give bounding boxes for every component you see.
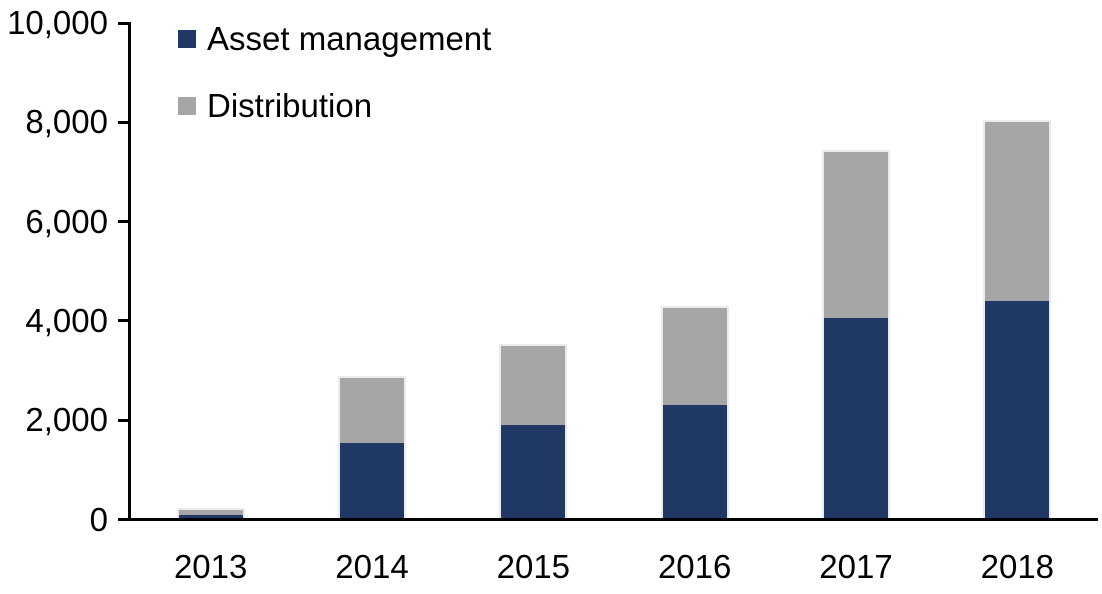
y-tick-label: 8,000	[25, 103, 108, 141]
bar-segment-2014-distribution	[340, 378, 404, 443]
x-tick-label-2018: 2018	[980, 548, 1055, 585]
bar-segment-2017-asset-management	[824, 318, 888, 520]
x-tick-label-2016: 2016	[657, 548, 732, 585]
x-tick-label-2015: 2015	[496, 548, 571, 585]
bar-segment-2016-distribution	[662, 308, 727, 406]
bar-segment-2013-asset-management	[178, 514, 243, 520]
y-tick-mark	[118, 319, 130, 323]
y-tick-mark	[118, 518, 130, 521]
y-axis-line	[128, 21, 131, 521]
legend-label-asset-management: Asset management	[207, 20, 492, 57]
bar-segment-2013-distribution	[178, 509, 243, 515]
distribution-swatch-icon	[178, 97, 196, 115]
x-tick-label-2017: 2017	[819, 548, 893, 585]
bar-stack-2013	[178, 509, 243, 520]
x-tick-label-2014: 2014	[335, 548, 409, 585]
legend-item-distribution: Distribution	[178, 88, 491, 124]
bar-segment-2015-asset-management	[501, 425, 566, 520]
bar-stack-2015	[501, 345, 566, 520]
x-tick-label-2013: 2013	[173, 548, 248, 585]
y-tick-mark	[118, 120, 130, 124]
bar-segment-2015-distribution	[501, 345, 566, 426]
y-tick-label: 10,000	[7, 4, 108, 41]
bar-segment-2017-distribution	[824, 152, 888, 319]
legend: Asset management Distribution	[178, 21, 491, 124]
bar-stack-2016	[662, 308, 727, 520]
bar-stack-2017	[824, 152, 888, 520]
y-tick-label: 2,000	[25, 401, 108, 439]
bar-segment-2014-asset-management	[340, 442, 404, 520]
x-axis-line	[127, 518, 1098, 521]
y-tick-label: 6,000	[25, 202, 108, 240]
y-tick-label: 4,000	[25, 301, 108, 339]
bar-stack-2014	[340, 378, 404, 520]
asset-management-swatch-icon	[178, 30, 196, 48]
y-tick-mark	[118, 21, 130, 25]
y-tick-mark	[118, 220, 130, 224]
bar-segment-2018-asset-management	[985, 301, 1050, 520]
bar-segment-2018-distribution	[985, 122, 1050, 302]
y-tick-mark	[118, 418, 130, 422]
y-tick-label: 0	[89, 500, 108, 538]
legend-label-distribution: Distribution	[207, 87, 373, 124]
bar-segment-2016-asset-management	[662, 405, 727, 520]
bar-stack-2018	[985, 122, 1050, 520]
legend-item-asset-management: Asset management	[178, 21, 491, 57]
